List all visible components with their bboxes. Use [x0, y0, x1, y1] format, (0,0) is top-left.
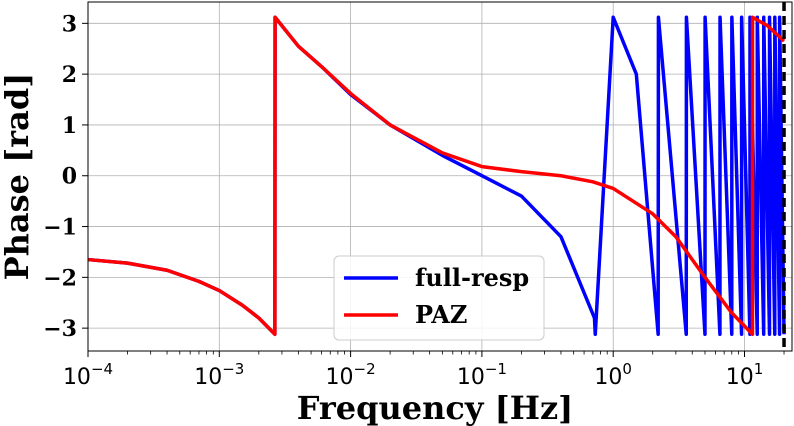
legend: full-resp PAZ: [333, 255, 545, 341]
series-lines: [87, 15, 786, 336]
plot-frame: [87, 1, 793, 352]
x-tick-label: 101: [726, 360, 764, 390]
y-tick-label: 3: [62, 11, 77, 37]
x-tick-labels: 10−4 10−3 10−2 10−1 100 101: [63, 360, 763, 390]
legend-label-PAZ: PAZ: [415, 300, 467, 329]
x-tick-label: 10−2: [326, 360, 376, 390]
y-tick-label: −2: [43, 265, 77, 291]
x-tick-label: 10−3: [194, 360, 244, 390]
series-line-PAZ: [87, 15, 786, 336]
legend-label-full-resp: full-resp: [415, 263, 529, 292]
y-axis-label: Phase [rad]: [0, 73, 36, 281]
axis-ticks: [82, 22, 785, 357]
y-tick-labels: 3 2 1 0 −1 −2 −3: [43, 11, 77, 342]
y-tick-label: 0: [62, 164, 77, 190]
y-tick-label: 2: [62, 62, 77, 88]
x-tick-label: 100: [594, 360, 632, 390]
x-tick-label: 10−4: [63, 360, 113, 390]
x-axis-label: Frequency [Hz]: [297, 389, 574, 426]
y-tick-label: −1: [43, 215, 77, 241]
x-tick-label: 10−1: [457, 360, 507, 390]
y-tick-label: −3: [43, 316, 77, 342]
y-tick-label: 1: [62, 113, 77, 139]
